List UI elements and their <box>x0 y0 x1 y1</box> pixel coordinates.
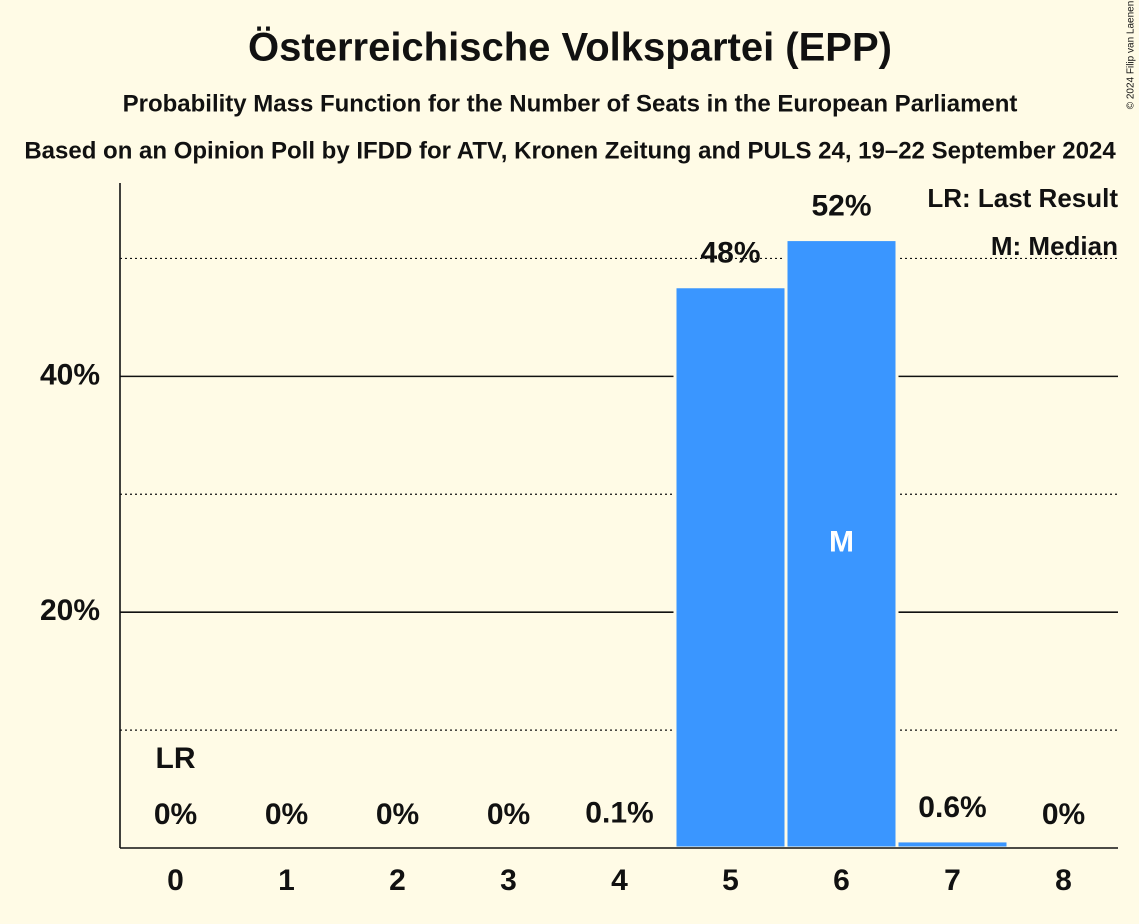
legend-entry: LR: Last Result <box>927 183 1118 213</box>
y-tick-label: 20% <box>40 594 100 627</box>
x-tick-label: 8 <box>1055 864 1072 897</box>
annotation: LR <box>156 742 196 775</box>
bar <box>895 839 1010 850</box>
bar <box>673 285 788 850</box>
value-label: 0% <box>1042 798 1085 831</box>
copyright: © 2024 Filip van Laenen <box>1126 1 1137 110</box>
value-label: 0% <box>265 798 308 831</box>
legend-entry: M: Median <box>991 231 1118 261</box>
value-label: 48% <box>700 237 760 270</box>
x-tick-label: 6 <box>833 864 850 897</box>
x-tick-label: 3 <box>500 864 517 897</box>
annotation: M <box>829 526 854 559</box>
y-tick-label: 40% <box>40 358 100 391</box>
x-tick-label: 5 <box>722 864 739 897</box>
value-label: 0% <box>487 798 530 831</box>
chart-caption: Based on an Opinion Poll by IFDD for ATV… <box>24 137 1116 164</box>
value-label: 0% <box>154 798 197 831</box>
value-label: 52% <box>811 190 871 223</box>
value-label: 0.6% <box>918 791 986 824</box>
x-tick-label: 4 <box>611 864 628 897</box>
chart-subtitle: Probability Mass Function for the Number… <box>123 90 1018 117</box>
x-tick-label: 1 <box>278 864 295 897</box>
value-label: 0.1% <box>585 797 653 830</box>
x-tick-label: 0 <box>167 864 184 897</box>
x-tick-label: 2 <box>389 864 406 897</box>
x-tick-label: 7 <box>944 864 961 897</box>
chart-title: Österreichische Volkspartei (EPP) <box>248 25 892 70</box>
value-label: 0% <box>376 798 419 831</box>
